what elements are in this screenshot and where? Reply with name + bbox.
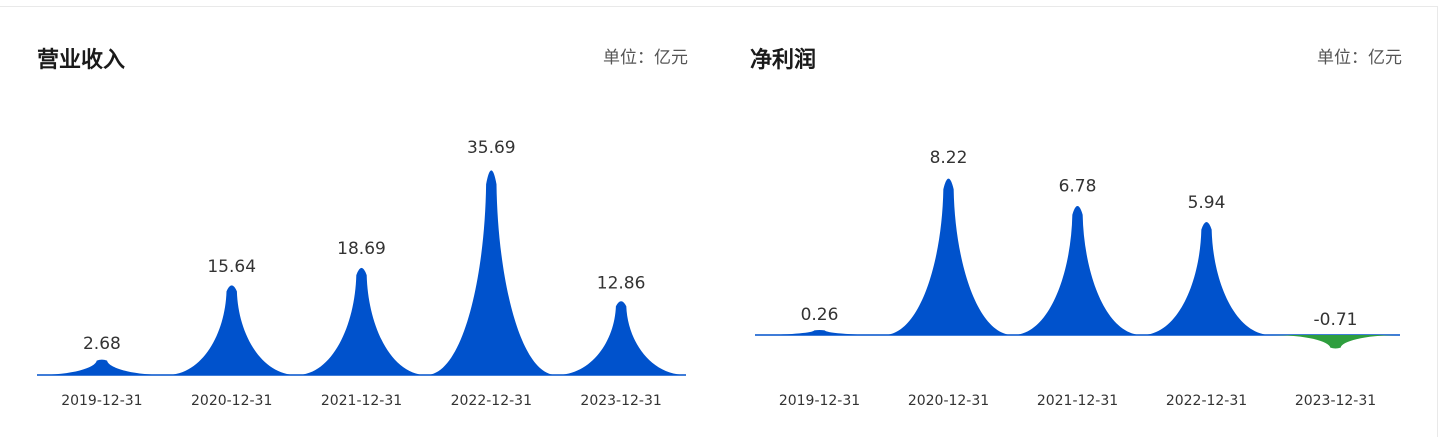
profit-spike-2021-12-31[interactable] xyxy=(1013,206,1142,335)
revenue-value-label: 2.68 xyxy=(83,334,121,354)
revenue-value-label: 12.86 xyxy=(597,274,646,294)
revenue-spike-2023-12-31[interactable] xyxy=(556,301,686,375)
profit-category-label: 2020-12-31 xyxy=(908,393,989,409)
revenue-unit-label: 单位：亿元 xyxy=(603,48,688,68)
revenue-category-label: 2020-12-31 xyxy=(191,393,272,409)
revenue-value-label: 35.69 xyxy=(467,138,516,158)
card-frame xyxy=(0,6,1438,437)
profit-category-label: 2019-12-31 xyxy=(779,393,860,409)
revenue-category-label: 2021-12-31 xyxy=(321,393,402,409)
revenue-chart: 2.68 2019-12-31 15.64 2020-12-31 18.69 2021-1… xyxy=(37,138,686,409)
profit-chart: 0.26 2019-12-31 8.22 2020-12-31 6.78 2021-12-… xyxy=(755,148,1400,409)
profit-spike-2019-12-31[interactable] xyxy=(755,330,884,335)
revenue-category-label: 2023-12-31 xyxy=(580,393,661,409)
revenue-category-label: 2019-12-31 xyxy=(61,393,142,409)
profit-panel: 净利润 单位：亿元 0.26 2019-12-31 8.22 2020-12-31 6.… xyxy=(720,0,1440,437)
revenue-spike-2021-12-31[interactable] xyxy=(296,267,427,375)
revenue-spike-2022-12-31[interactable] xyxy=(426,170,557,375)
profit-value-label: 6.78 xyxy=(1059,176,1097,196)
profit-value-label: 0.26 xyxy=(801,305,839,325)
revenue-value-label: 18.69 xyxy=(337,239,386,259)
revenue-panel: 营业收入 单位：亿元 2.68 2019-12-31 15.64 2020-12-31… xyxy=(37,48,688,409)
revenue-spike-2020-12-31[interactable] xyxy=(166,285,297,375)
profit-value-label: 5.94 xyxy=(1188,193,1226,213)
profit-unit-label: 单位：亿元 xyxy=(1317,48,1402,68)
profit-spike-2020-12-31[interactable] xyxy=(884,178,1013,335)
profit-category-label: 2021-12-31 xyxy=(1037,393,1118,409)
revenue-spike-2019-12-31[interactable] xyxy=(37,359,167,375)
revenue-title: 营业收入 xyxy=(37,48,126,73)
profit-category-label: 2022-12-31 xyxy=(1166,393,1247,409)
profit-value-label: -0.71 xyxy=(1314,310,1358,330)
profit-spike-2022-12-31[interactable] xyxy=(1142,222,1271,335)
profit-value-label: 8.22 xyxy=(930,148,968,168)
revenue-category-label: 2022-12-31 xyxy=(451,393,532,409)
profit-spike-2023-12-31[interactable] xyxy=(1271,335,1400,349)
profit-category-label: 2023-12-31 xyxy=(1295,393,1376,409)
revenue-value-label: 15.64 xyxy=(207,257,256,277)
profit-title: 净利润 xyxy=(750,48,817,73)
